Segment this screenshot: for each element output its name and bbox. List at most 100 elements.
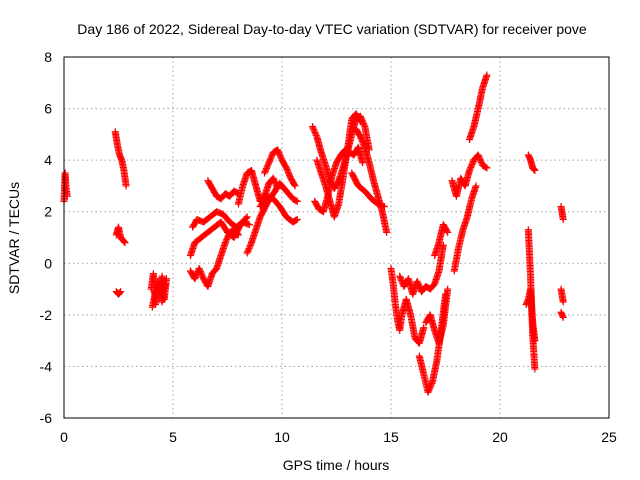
data-point	[264, 162, 272, 170]
y-tick-label: 8	[44, 49, 52, 65]
data-point	[261, 169, 269, 177]
data-point	[559, 313, 567, 321]
data-point	[356, 133, 364, 141]
data-point	[397, 275, 405, 283]
data-point	[444, 228, 452, 236]
data-point	[415, 282, 423, 290]
data-point	[284, 168, 292, 176]
data-point	[414, 279, 422, 287]
data-point	[117, 288, 125, 296]
data-point	[474, 151, 482, 159]
data-point	[360, 121, 368, 129]
data-point	[195, 264, 203, 272]
data-point	[263, 163, 271, 171]
x-tick-label: 5	[169, 429, 177, 445]
data-point	[293, 215, 301, 223]
data-point	[196, 266, 204, 274]
data-point	[282, 164, 290, 172]
data-point	[198, 270, 206, 278]
data-point	[283, 165, 291, 173]
data-point	[274, 146, 282, 154]
data-point	[359, 159, 367, 167]
data-point	[196, 267, 204, 275]
chart-title: Day 186 of 2022, Sidereal Day-to-day VTE…	[77, 21, 587, 37]
data-point	[268, 151, 276, 159]
x-tick-label: 25	[601, 429, 617, 445]
data-point	[285, 170, 293, 178]
x-tick-label: 15	[383, 429, 399, 445]
data-point	[245, 245, 253, 253]
data-point	[191, 275, 199, 283]
grid-lines	[64, 57, 609, 418]
data-point	[285, 171, 293, 179]
data-point	[262, 166, 270, 174]
y-tick-label: 2	[44, 204, 52, 220]
data-point	[121, 239, 129, 247]
data-point	[357, 134, 365, 142]
data-point	[468, 161, 476, 169]
data-point	[293, 197, 301, 205]
data-marks	[60, 71, 567, 396]
data-point	[443, 227, 451, 235]
data-point	[63, 192, 71, 200]
y-tick-label: 6	[44, 101, 52, 117]
data-point	[425, 385, 433, 393]
data-point	[276, 150, 284, 158]
data-point	[482, 163, 490, 171]
data-point	[469, 159, 477, 167]
x-tick-label: 20	[492, 429, 508, 445]
data-point	[414, 280, 422, 288]
data-point	[243, 213, 251, 221]
data-point	[425, 387, 433, 395]
data-point	[396, 274, 404, 282]
data-point	[191, 273, 199, 281]
data-point	[420, 324, 428, 332]
data-point	[529, 165, 537, 173]
data-point	[261, 168, 269, 176]
data-point	[427, 382, 435, 390]
data-point	[466, 165, 474, 173]
x-tick-labels: 0 5 10 15 20 25	[60, 429, 617, 445]
data-point	[120, 238, 128, 246]
data-point	[483, 71, 491, 79]
data-point	[472, 182, 480, 190]
data-point	[530, 166, 538, 174]
data-point	[413, 277, 421, 285]
x-tick-label: 10	[274, 429, 290, 445]
data-point	[559, 215, 567, 223]
y-axis-label: SDTVAR / TECUs	[6, 182, 22, 294]
data-point	[198, 272, 206, 280]
data-point	[358, 136, 366, 144]
data-point	[310, 126, 318, 134]
data-point	[309, 123, 317, 131]
data-point	[475, 154, 483, 162]
data-point	[246, 242, 254, 250]
data-point	[444, 285, 452, 293]
y-tick-label: -6	[40, 410, 53, 426]
data-point	[311, 129, 319, 137]
data-point	[120, 237, 128, 245]
data-point	[276, 152, 284, 160]
data-point	[223, 236, 231, 244]
data-point	[243, 249, 251, 257]
data-point	[356, 116, 364, 124]
data-point	[271, 177, 279, 185]
data-point	[483, 164, 491, 172]
data-point	[223, 234, 231, 242]
data-point	[559, 298, 567, 306]
data-point	[356, 117, 364, 125]
y-tick-label: 4	[44, 152, 52, 168]
data-point	[291, 182, 299, 190]
data-point	[312, 130, 320, 138]
data-point	[244, 246, 252, 254]
data-point	[428, 379, 436, 387]
data-point	[116, 289, 124, 297]
data-point	[266, 156, 274, 164]
data-point	[269, 174, 277, 182]
data-point	[380, 203, 388, 211]
data-point	[270, 176, 278, 184]
data-point	[244, 247, 252, 255]
data-point	[161, 280, 169, 288]
data-point	[358, 137, 366, 145]
data-point	[465, 166, 473, 174]
